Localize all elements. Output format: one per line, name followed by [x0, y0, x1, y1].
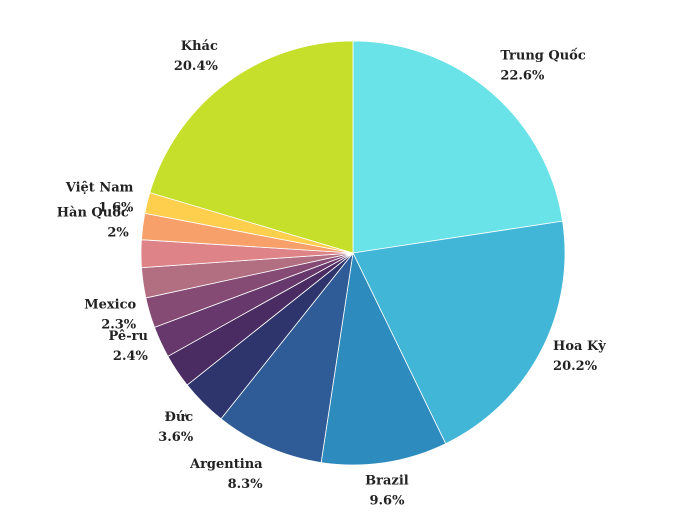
- pie-slice: [320, 251, 447, 466]
- slice-value-label: 3.6%: [158, 430, 194, 445]
- slice-value-label: 2%: [107, 226, 129, 241]
- pie-slice: [220, 251, 354, 464]
- slice-value-label: 2.4%: [113, 349, 149, 364]
- pie-slice: [352, 220, 566, 445]
- slice-label: Trung Quốc: [500, 48, 586, 64]
- pie-slice: [149, 40, 354, 254]
- slice-label: Khác: [181, 39, 218, 54]
- slice-label: Brazil: [365, 473, 409, 488]
- slice-label: Việt Nam: [65, 181, 134, 196]
- slice-value-label: 8.3%: [228, 477, 264, 492]
- slice-label: Pê-ru: [109, 329, 148, 344]
- slice-label: Hoa Kỳ: [553, 339, 606, 354]
- slice-value-label: 20.4%: [174, 59, 219, 74]
- pie-slice: [352, 40, 564, 254]
- slice-label: Hàn Quốc: [57, 205, 129, 221]
- slice-label: Đức: [164, 410, 193, 425]
- slice-value-label: 20.2%: [553, 359, 598, 374]
- slice-value-label: 1.6%: [98, 201, 134, 216]
- slice-value-label: 2.3%: [101, 318, 137, 333]
- slice-label: Mexico: [84, 298, 136, 313]
- slice-label: Argentina: [189, 457, 263, 472]
- slice-value-label: 9.6%: [369, 493, 405, 508]
- slice-value-label: 22.6%: [500, 69, 545, 84]
